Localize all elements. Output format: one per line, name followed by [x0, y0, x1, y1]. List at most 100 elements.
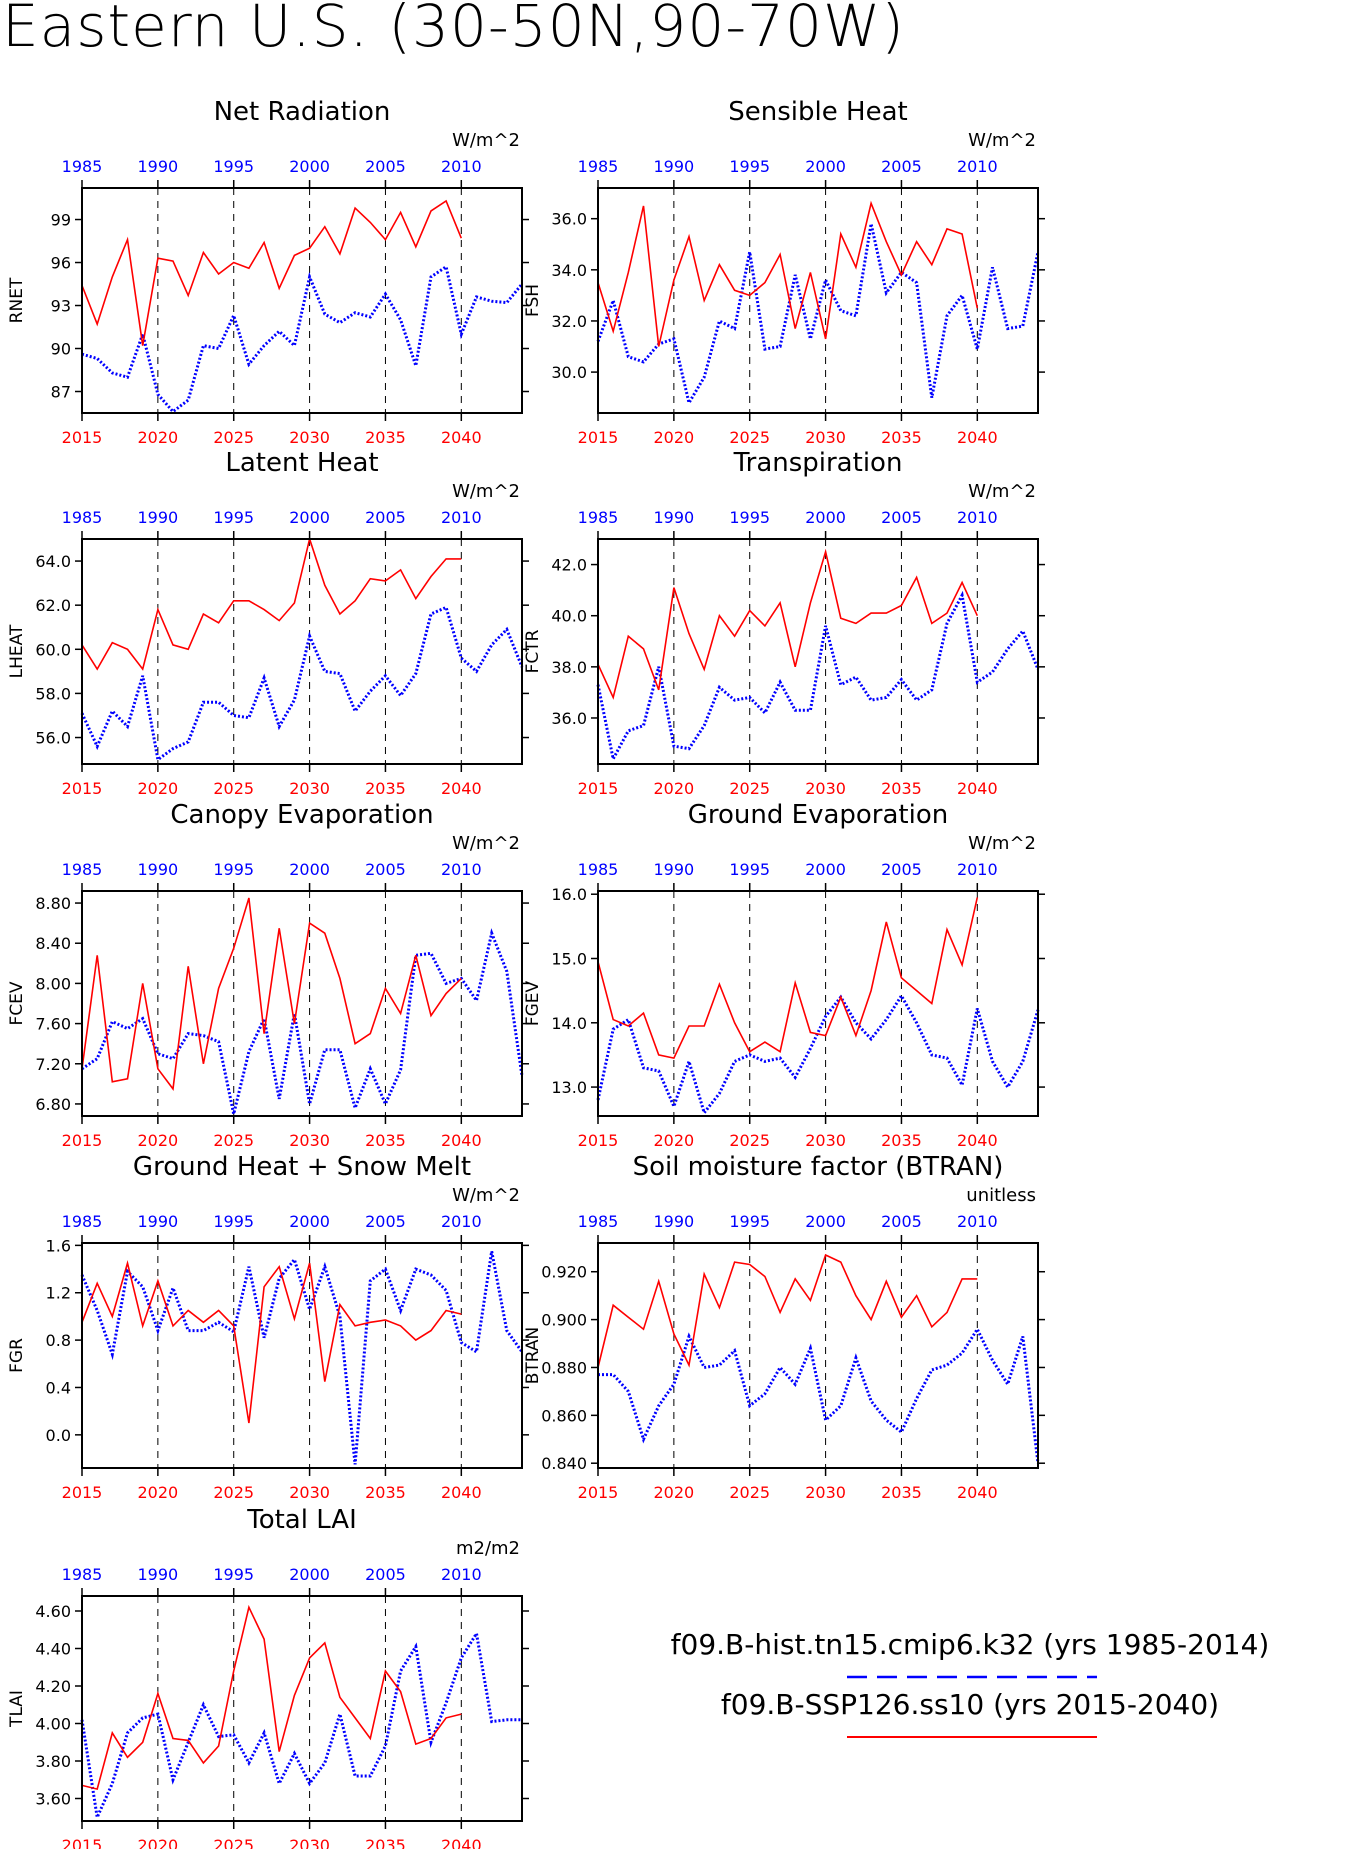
series-future-line [597, 1253, 978, 1368]
x-bottom-tick-label: 2020 [138, 779, 179, 798]
x-top-tick-label: 1995 [729, 860, 770, 879]
x-bottom-tick-label: 2015 [62, 1131, 103, 1150]
x-bottom-tick-label: 2040 [441, 1836, 482, 1849]
y-tick-label: 1.6 [46, 1236, 71, 1255]
x-bottom-tick-label: 2030 [289, 1131, 330, 1150]
series-historical-line [80, 1629, 522, 1823]
panel-soil-moisture-factor-btran: Soil moisture factor (BTRAN) unitless 0.84… [523, 1152, 1045, 1502]
x-top-tick-label: 1995 [729, 508, 770, 527]
x-bottom-tick-label: 2025 [729, 428, 770, 447]
x-bottom-tick-label: 2015 [62, 779, 103, 798]
x-top-tick-label: 2010 [957, 508, 998, 527]
x-top-tick-label: 1990 [654, 508, 695, 527]
x-top-tick-label: 1985 [62, 508, 103, 527]
x-top-tick-label: 2005 [881, 157, 922, 176]
figure-title: Eastern U.S. (30-50N,90-70W) [2, 0, 905, 60]
series-future-line [597, 897, 979, 1060]
x-bottom-tick-label: 2040 [957, 428, 998, 447]
y-tick-label: 36.0 [551, 210, 587, 229]
x-top-tick-label: 1990 [138, 1212, 179, 1231]
y-tick-label: 8.40 [35, 934, 71, 953]
x-top-tick-label: 2000 [805, 1212, 846, 1231]
x-top-tick-label: 2000 [805, 860, 846, 879]
x-top-tick-label: 2000 [289, 508, 330, 527]
x-top-tick-label: 1985 [62, 1565, 103, 1584]
x-bottom-tick-label: 2035 [365, 1483, 406, 1502]
x-bottom-tick-label: 2020 [654, 779, 695, 798]
y-tick-label: 8.80 [35, 894, 71, 913]
series-historical-line [81, 264, 524, 414]
x-top-tick-label: 2005 [881, 860, 922, 879]
x-top-tick-label: 2005 [365, 860, 406, 879]
x-top-tick-label: 2005 [881, 508, 922, 527]
panel-title: Latent Heat [225, 448, 378, 478]
x-bottom-tick-label: 2020 [138, 1131, 179, 1150]
x-bottom-tick-label: 2035 [365, 1131, 406, 1150]
plot-frame [81, 538, 523, 765]
x-top-tick-label: 2010 [441, 508, 482, 527]
x-bottom-tick-label: 2030 [289, 428, 330, 447]
panel-transpiration: Transpiration W/m^2 36.0 38.0 40.0 42.0 FCTR 20… [523, 448, 1045, 798]
x-top-tick-label: 1990 [138, 860, 179, 879]
x-bottom-tick-label: 2015 [578, 779, 619, 798]
x-top-tick-label: 2000 [289, 1565, 330, 1584]
y-tick-label: 15.0 [551, 950, 587, 969]
y-tick-label: 32.0 [551, 312, 587, 331]
y-tick-label: 16.0 [551, 885, 587, 904]
x-top-tick-label: 2005 [365, 157, 406, 176]
y-axis-label: FSH [523, 284, 543, 317]
x-bottom-tick-label: 2030 [805, 1483, 846, 1502]
y-tick-label: 0.920 [541, 1263, 587, 1282]
units-label: W/m^2 [452, 481, 520, 502]
units-label: m2/m2 [456, 1538, 520, 1559]
x-top-tick-label: 1995 [213, 157, 254, 176]
x-bottom-tick-label: 2025 [213, 1483, 254, 1502]
x-top-tick-label: 1995 [213, 860, 254, 879]
series-future-line [597, 200, 979, 347]
x-bottom-tick-label: 2030 [289, 779, 330, 798]
y-tick-label: 34.0 [551, 261, 587, 280]
series-historical-line [80, 1251, 524, 1465]
y-tick-label: 56.0 [35, 729, 71, 748]
y-tick-label: 93 [51, 297, 71, 316]
plot-frame [81, 890, 523, 1117]
x-top-tick-label: 1990 [654, 1212, 695, 1231]
x-bottom-tick-label: 2030 [805, 779, 846, 798]
y-tick-label: 36.0 [551, 709, 587, 728]
x-bottom-tick-label: 2025 [729, 1131, 770, 1150]
x-top-tick-label: 1990 [654, 157, 695, 176]
plot-frame [597, 538, 1039, 765]
plot-frame [81, 187, 523, 414]
panel-title: Soil moisture factor (BTRAN) [633, 1152, 1004, 1182]
y-tick-label: 13.0 [551, 1078, 587, 1097]
y-tick-label: 42.0 [551, 556, 587, 575]
x-bottom-tick-label: 2015 [578, 428, 619, 447]
y-tick-label: 0.4 [46, 1378, 71, 1397]
y-tick-label: 7.20 [35, 1055, 71, 1074]
x-bottom-tick-label: 2025 [213, 1131, 254, 1150]
x-top-tick-label: 2000 [805, 508, 846, 527]
y-tick-label: 87 [51, 383, 71, 402]
y-tick-label: 1.2 [46, 1284, 71, 1303]
x-bottom-tick-label: 2035 [365, 779, 406, 798]
panel-ground-evaporation: Ground Evaporation W/m^2 13.0 14.0 15.0 16.0 F… [523, 800, 1045, 1150]
y-axis-label: FCTR [523, 629, 543, 673]
x-top-tick-label: 2000 [289, 1212, 330, 1231]
x-top-tick-label: 1990 [654, 860, 695, 879]
panel-title: Transpiration [733, 448, 903, 478]
y-tick-label: 99 [51, 211, 71, 230]
y-axis-label: LHEAT [7, 624, 27, 678]
series-future-line [81, 536, 462, 671]
x-top-tick-label: 2010 [441, 1565, 482, 1584]
x-top-tick-label: 2010 [441, 860, 482, 879]
y-tick-label: 3.80 [35, 1752, 71, 1771]
y-axis-label: FGR [7, 1338, 27, 1373]
panel-title: Canopy Evaporation [170, 800, 433, 830]
x-bottom-tick-label: 2025 [729, 1483, 770, 1502]
series-historical-line [596, 992, 1040, 1117]
x-bottom-tick-label: 2020 [138, 1836, 179, 1849]
x-top-tick-label: 1995 [213, 1565, 254, 1584]
y-tick-label: 0.8 [46, 1331, 71, 1350]
y-tick-label: 60.0 [35, 640, 71, 659]
